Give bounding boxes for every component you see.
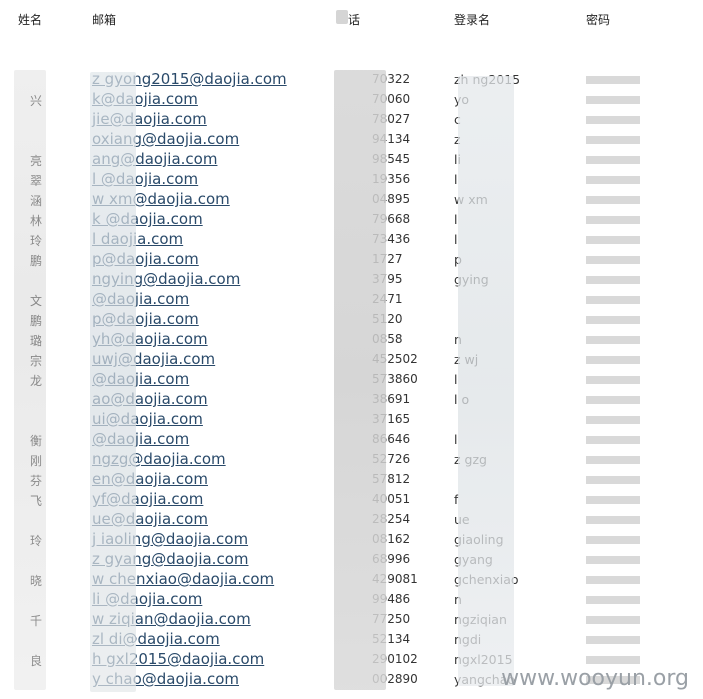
password-mask <box>586 556 640 564</box>
login-cell: l <box>454 232 458 247</box>
login-cell: p <box>454 252 462 267</box>
password-mask <box>586 136 640 144</box>
header-password: 密码 <box>586 13 611 27</box>
password-mask <box>586 176 640 184</box>
login-cell: n <box>454 332 462 347</box>
password-mask <box>586 536 640 544</box>
password-mask <box>586 516 640 524</box>
password-mask <box>586 116 640 124</box>
login-cell: li <box>454 152 461 167</box>
password-mask <box>586 456 640 464</box>
login-cell: l <box>454 432 458 447</box>
login-cell: l <box>454 212 458 227</box>
login-cell: z <box>454 132 461 147</box>
password-mask <box>586 96 640 104</box>
password-mask <box>586 316 640 324</box>
password-mask <box>586 336 640 344</box>
password-mask <box>586 596 640 604</box>
password-mask <box>586 636 640 644</box>
password-mask <box>586 356 640 364</box>
password-mask <box>586 296 640 304</box>
login-cell: f <box>454 492 459 507</box>
password-mask <box>586 576 640 584</box>
login-cell: l <box>454 172 458 187</box>
email-link[interactable]: z gyong2015@daojia.com <box>92 70 287 88</box>
password-mask <box>586 396 640 404</box>
password-mask <box>586 196 640 204</box>
password-mask <box>586 476 640 484</box>
login-cell: l <box>454 372 458 387</box>
login-cell: n <box>454 592 462 607</box>
password-mask <box>586 616 640 624</box>
password-mask <box>586 416 640 424</box>
email-link[interactable]: w chenxiao@daojia.com <box>92 570 275 588</box>
password-mask <box>586 676 640 684</box>
password-mask <box>586 236 640 244</box>
password-mask <box>586 156 640 164</box>
password-mask <box>586 256 640 264</box>
header-email: 邮箱 <box>92 13 117 27</box>
header-phone: 话 <box>348 13 361 27</box>
password-mask <box>586 656 640 664</box>
password-mask <box>586 76 640 84</box>
password-mask <box>586 436 640 444</box>
header-name: 姓名 <box>18 13 43 27</box>
password-mask <box>586 276 640 284</box>
header-login: 登录名 <box>454 13 491 27</box>
password-mask <box>586 216 640 224</box>
login-cell: c <box>454 112 461 127</box>
password-mask <box>586 376 640 384</box>
password-mask <box>586 496 640 504</box>
watermark: www.wooyun.org <box>501 666 689 691</box>
